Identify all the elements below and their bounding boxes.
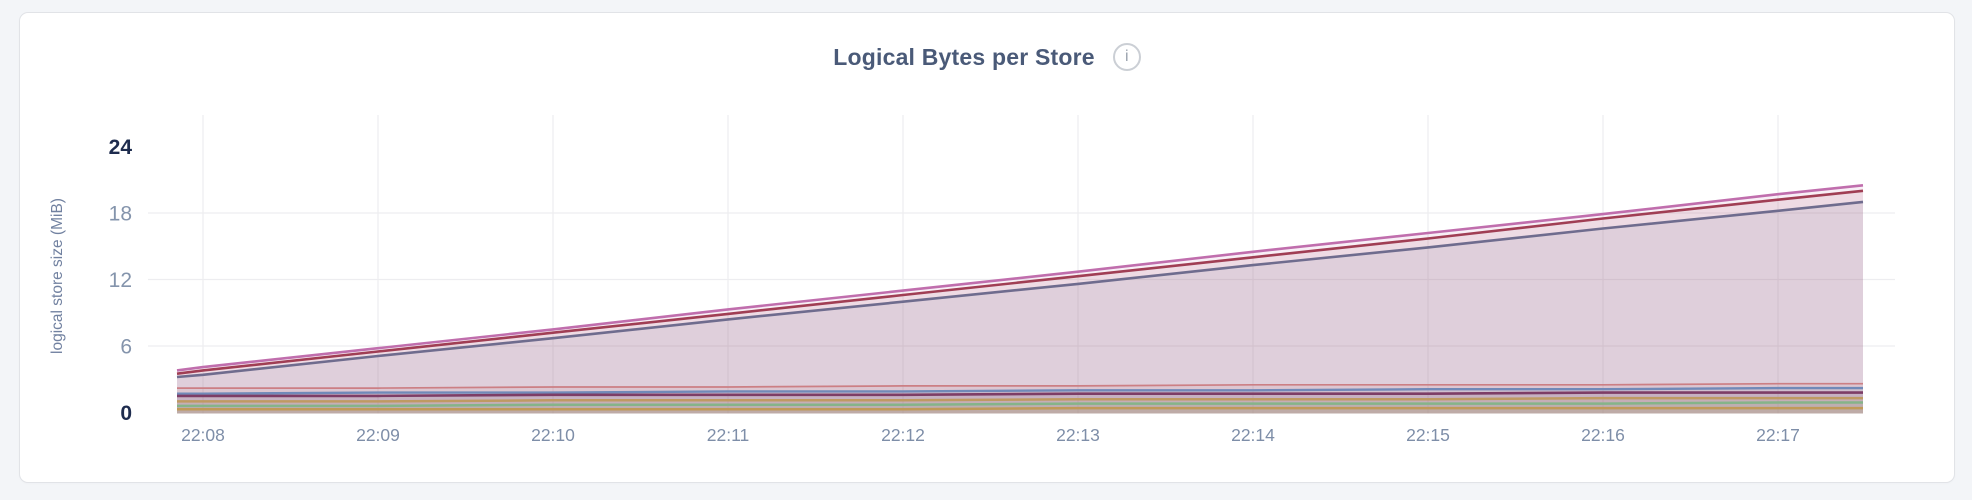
- x-tick-label: 22:13: [1056, 425, 1100, 445]
- x-tick-label: 22:16: [1581, 425, 1625, 445]
- chart-header: Logical Bytes per Store i: [20, 43, 1954, 71]
- plot-area[interactable]: [148, 115, 1895, 413]
- x-tick-label: 22:12: [881, 425, 925, 445]
- y-tick-label: 12: [109, 269, 132, 292]
- y-tick-label: 24: [109, 136, 133, 159]
- store-series-5-line: [177, 386, 1863, 395]
- store-series-7-line: [177, 396, 1863, 403]
- store-series-6-line: [177, 391, 1863, 398]
- store-series-8-line: [177, 401, 1863, 408]
- store-series-2-line: [176, 189, 1864, 375]
- x-tick-label: 22:17: [1756, 425, 1800, 445]
- x-tick-label: 22:11: [707, 425, 750, 445]
- chart-title: Logical Bytes per Store: [833, 43, 1095, 70]
- y-tick-label: 6: [120, 336, 132, 359]
- info-icon[interactable]: i: [1112, 43, 1141, 71]
- store-series-4-line: [177, 382, 1863, 389]
- store-series-3-line: [176, 200, 1864, 379]
- x-tick-label: 22:14: [1231, 425, 1275, 445]
- store-series-9-line: [177, 406, 1863, 411]
- x-tick-label: 22:10: [531, 425, 575, 445]
- x-tick-label: 22:09: [356, 425, 400, 445]
- x-tick-label: 22:15: [1406, 425, 1450, 445]
- y-tick-label: 18: [109, 203, 132, 226]
- y-axis-title: logical store size (MiB): [49, 198, 66, 354]
- store-series-1-line: [176, 184, 1864, 372]
- store-series-3-area: [177, 201, 1863, 414]
- x-tick-label: 22:08: [181, 425, 225, 445]
- y-tick-label: 0: [120, 402, 132, 425]
- store-series-1-area: [177, 185, 1863, 414]
